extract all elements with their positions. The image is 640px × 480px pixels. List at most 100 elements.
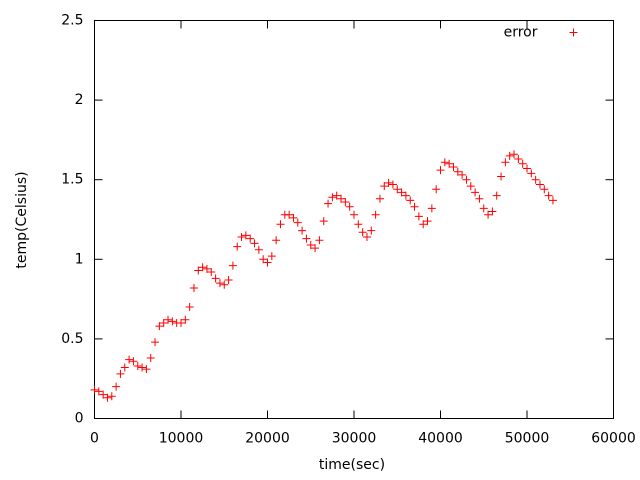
data-point [120, 363, 129, 372]
x-axis-label: time(sec) [319, 457, 385, 473]
data-point [138, 363, 147, 372]
data-point [488, 207, 497, 216]
data-point [198, 263, 207, 272]
data-point [350, 210, 358, 219]
data-point [341, 197, 350, 206]
legend-marker [569, 28, 578, 37]
data-point [458, 170, 467, 179]
data-point [337, 194, 346, 203]
data-point [501, 158, 510, 167]
data-point [215, 279, 224, 288]
data-point [332, 191, 341, 200]
data-point [544, 191, 553, 200]
data-point [254, 245, 263, 254]
data-point [185, 303, 194, 312]
data-point [189, 283, 198, 292]
data-point [276, 220, 285, 229]
y-tick-label: 2 [75, 92, 84, 108]
data-point [423, 217, 432, 226]
data-point [492, 191, 501, 200]
y-axis-label: temp(Celsius) [14, 171, 30, 268]
data-point [401, 191, 410, 200]
data-point [345, 202, 354, 211]
data-point [367, 226, 376, 235]
data-point [427, 204, 436, 213]
data-point [194, 266, 203, 275]
x-tick-label: 40000 [418, 431, 463, 447]
data-point [315, 236, 324, 245]
data-point [497, 172, 506, 181]
data-point [133, 361, 142, 370]
data-point [159, 318, 168, 327]
data-point [453, 167, 462, 176]
data-point [445, 159, 454, 168]
data-point [523, 164, 531, 173]
data-point [535, 180, 544, 189]
data-point [548, 196, 557, 205]
data-point [479, 204, 488, 213]
y-tick-label: 1 [75, 251, 84, 267]
data-point [358, 228, 367, 237]
x-tick-label: 0 [90, 431, 99, 447]
data-point [237, 233, 246, 242]
data-point [505, 151, 514, 160]
data-point [471, 188, 480, 197]
data-point [125, 355, 134, 364]
y-tick-label: 0 [75, 411, 84, 427]
data-point [272, 236, 281, 245]
y-tick-label: 2.5 [61, 13, 83, 29]
data-point [302, 234, 311, 243]
data-point [298, 226, 307, 235]
x-tick-label: 60000 [591, 431, 636, 447]
data-point [107, 392, 116, 401]
data-point [371, 210, 380, 219]
x-tick-label: 10000 [159, 431, 204, 447]
y-tick-label: 0.5 [61, 331, 83, 347]
data-point [306, 240, 315, 249]
data-point [375, 194, 384, 203]
data-point [432, 185, 441, 194]
data-point [99, 390, 108, 399]
data-point [94, 387, 103, 396]
x-tick-label: 20000 [245, 431, 290, 447]
data-point [293, 218, 302, 227]
data-point [220, 280, 229, 289]
data-point [410, 202, 419, 211]
data-point [406, 196, 415, 205]
data-point [267, 252, 276, 261]
data-point [362, 233, 371, 242]
y-tick-label: 1.5 [61, 172, 83, 188]
data-point [319, 217, 328, 226]
data-point [289, 213, 298, 222]
data-point [164, 315, 173, 324]
data-point [116, 369, 125, 378]
data-point [250, 239, 259, 248]
data-point [146, 354, 155, 363]
data-point [436, 166, 445, 175]
plot-frame [94, 20, 614, 419]
data-point [228, 261, 237, 270]
data-point [531, 175, 540, 184]
data-point [510, 150, 519, 159]
data-point [440, 158, 449, 167]
data-point [168, 317, 177, 326]
data-point [388, 180, 397, 189]
data-point [311, 244, 320, 253]
data-point [328, 193, 337, 202]
data-point [151, 338, 160, 347]
data-point [112, 382, 121, 391]
data-point [393, 185, 402, 194]
data-point [419, 220, 428, 229]
data-point [224, 275, 233, 284]
data-point [129, 357, 138, 366]
data-point [285, 210, 294, 219]
data-point [155, 322, 164, 331]
data-point [90, 385, 99, 394]
data-point [414, 212, 423, 221]
data-point [207, 268, 216, 277]
data-point [246, 234, 255, 243]
legend-label: error [504, 25, 538, 41]
data-point [527, 169, 536, 178]
data-point [263, 258, 272, 267]
